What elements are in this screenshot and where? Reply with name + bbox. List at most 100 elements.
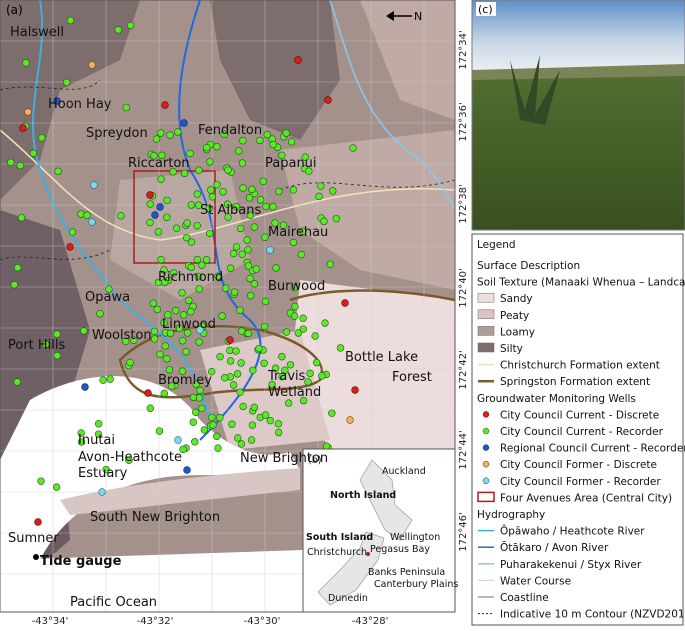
north-arrow: N xyxy=(386,10,422,23)
well xyxy=(226,357,235,365)
well xyxy=(261,233,269,241)
well xyxy=(17,214,26,222)
well xyxy=(146,404,155,412)
well xyxy=(237,440,246,448)
well xyxy=(236,388,244,396)
inset-label: Wellington xyxy=(390,532,440,543)
well xyxy=(278,352,286,361)
well xyxy=(178,337,187,345)
well xyxy=(271,364,280,372)
well xyxy=(53,351,61,360)
place-label: Burwood xyxy=(268,279,325,294)
well xyxy=(214,444,222,452)
well xyxy=(66,16,75,25)
well xyxy=(166,329,175,338)
well xyxy=(247,436,256,444)
inset-label: South Island xyxy=(306,532,373,543)
well xyxy=(194,201,203,209)
well xyxy=(160,266,168,274)
y-tick-label: 172°44' xyxy=(458,430,469,470)
well xyxy=(269,202,277,211)
well xyxy=(161,101,169,109)
well xyxy=(68,228,77,236)
x-tick-label: -43°28' xyxy=(352,616,389,627)
place-label: Sumner xyxy=(8,531,59,546)
well xyxy=(172,224,181,232)
well xyxy=(274,420,283,428)
well xyxy=(290,283,299,292)
well xyxy=(328,409,336,417)
well xyxy=(180,169,189,178)
well xyxy=(315,192,323,201)
well xyxy=(346,416,354,424)
well xyxy=(259,177,268,185)
well xyxy=(83,211,91,219)
legend-swatch xyxy=(482,411,490,418)
well xyxy=(216,352,224,361)
well xyxy=(289,186,298,194)
well xyxy=(237,359,245,367)
place-label: Richmond xyxy=(158,270,223,285)
well xyxy=(90,181,98,189)
inset-map: (b) xyxy=(302,448,456,613)
well xyxy=(236,306,244,314)
legend-swatch xyxy=(477,292,495,303)
well xyxy=(154,278,163,287)
well xyxy=(305,167,313,175)
well xyxy=(290,312,299,320)
well xyxy=(255,344,263,353)
well xyxy=(239,402,247,411)
place-label: Wetland xyxy=(268,385,321,400)
well xyxy=(198,261,206,269)
well xyxy=(10,281,19,289)
inset-label: Dunedin xyxy=(328,593,368,604)
place-label: South New Brighton xyxy=(90,510,220,525)
well xyxy=(279,221,288,229)
well xyxy=(121,337,130,345)
well xyxy=(195,338,203,346)
well xyxy=(122,103,130,112)
well xyxy=(235,147,243,155)
well xyxy=(275,187,283,196)
legend-swatch xyxy=(482,460,490,468)
y-tick-label: 172°42' xyxy=(458,350,469,390)
well xyxy=(351,386,359,394)
legend-item: City Council Former - Discrete xyxy=(500,459,657,471)
legend-swatch xyxy=(477,326,495,336)
well xyxy=(187,238,196,246)
inset-label: Auckland xyxy=(382,466,426,477)
well xyxy=(175,324,184,333)
well xyxy=(163,196,171,205)
well xyxy=(299,396,308,405)
place-label: Travis xyxy=(267,369,306,384)
well xyxy=(248,421,257,429)
legend-item: Indicative 10 m Contour (NZVD2016) xyxy=(500,609,685,621)
well xyxy=(114,26,122,34)
well xyxy=(268,380,276,389)
well xyxy=(94,430,103,438)
well xyxy=(194,272,203,281)
well xyxy=(154,228,163,236)
well xyxy=(117,212,125,220)
well xyxy=(157,255,165,264)
well xyxy=(13,378,21,386)
legend-item: Coastline xyxy=(500,592,549,604)
well xyxy=(52,483,61,491)
well xyxy=(174,128,182,136)
well xyxy=(180,119,188,127)
place-label: Inutai xyxy=(78,433,115,448)
well xyxy=(226,264,235,272)
well xyxy=(62,78,71,87)
well xyxy=(243,236,251,244)
well xyxy=(172,306,180,315)
legend-swatch xyxy=(477,309,495,320)
x-tick-label: -43°32' xyxy=(137,616,174,627)
well xyxy=(146,200,154,208)
place-label: Linwood xyxy=(162,317,216,332)
well xyxy=(224,166,232,174)
well xyxy=(192,380,200,389)
well xyxy=(306,369,314,378)
well xyxy=(274,428,283,437)
well xyxy=(150,335,159,343)
well xyxy=(195,166,203,174)
